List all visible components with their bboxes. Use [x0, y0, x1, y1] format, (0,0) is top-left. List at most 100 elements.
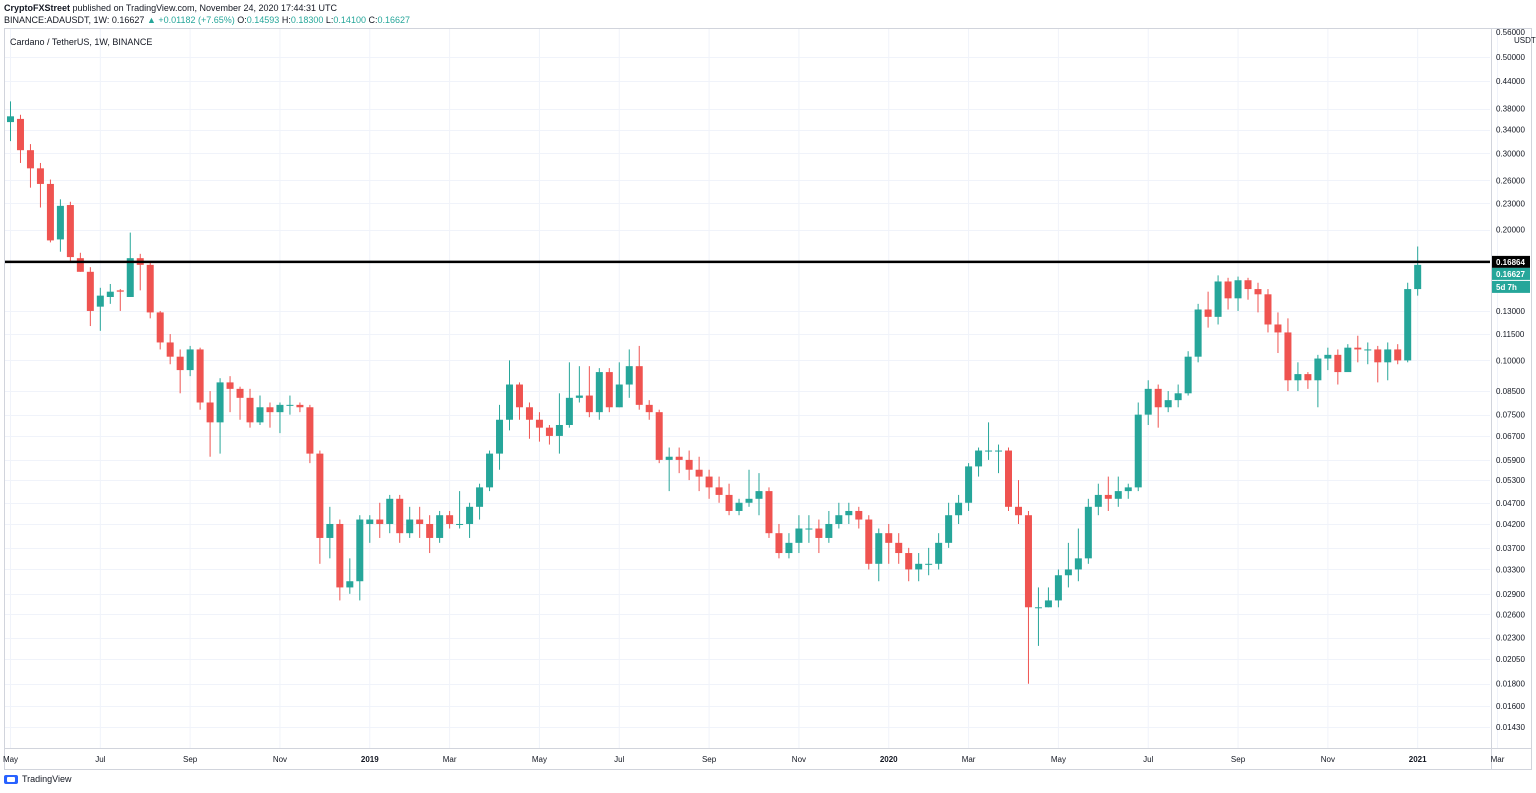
candle [1074, 528, 1082, 582]
candle-body [565, 397, 573, 425]
candle [336, 519, 344, 601]
y-tick-label: 0.06700 [1496, 432, 1525, 441]
candle [635, 345, 643, 410]
candle [855, 506, 863, 529]
candle-body [256, 407, 264, 423]
candle [1284, 318, 1292, 392]
y-tick-label: 0.07500 [1496, 411, 1525, 420]
candle-body [1034, 607, 1042, 609]
y-tick-label: 0.20000 [1496, 226, 1525, 235]
candle-body [1254, 289, 1262, 295]
candle-body [236, 388, 244, 398]
candle-body [296, 404, 304, 408]
y-tick-label: 0.03700 [1496, 544, 1525, 553]
high-label: H: [281, 15, 291, 25]
candle-body [486, 453, 494, 488]
candle-body [1084, 506, 1092, 559]
y-tick-label: 0.03300 [1496, 565, 1525, 574]
x-tick-label: Mar [962, 755, 976, 764]
candle [1114, 476, 1122, 507]
candle-body [146, 264, 154, 313]
candle [396, 494, 404, 543]
candle-body [1005, 450, 1012, 507]
candle-body [266, 407, 274, 413]
low-value: 0.14100 [333, 15, 366, 25]
candle-body [935, 542, 943, 564]
candle [1214, 275, 1222, 325]
candle [645, 400, 653, 420]
close-value: 0.16627 [377, 15, 411, 25]
candle-body [1274, 324, 1282, 333]
x-tick-label: Sep [1231, 755, 1246, 764]
candle [406, 506, 414, 538]
candle [26, 144, 34, 188]
candle [436, 510, 444, 543]
candle-body [456, 523, 464, 525]
candle [1054, 569, 1062, 608]
candle [7, 101, 14, 142]
candle [1005, 447, 1012, 511]
candle [446, 510, 454, 529]
candle-body [176, 356, 184, 371]
candle [1184, 351, 1192, 396]
candle-body [845, 510, 853, 516]
published-header: CryptoFXStreet published on TradingView.… [4, 3, 337, 13]
x-tick-label: Mar [443, 755, 457, 764]
candle [1064, 542, 1072, 588]
candle [605, 368, 613, 413]
candle [46, 179, 54, 243]
y-tick-label: 0.01430 [1496, 723, 1525, 732]
candle [16, 114, 24, 163]
candle [925, 547, 933, 576]
price-badge-level: 0.16864 [1492, 255, 1530, 268]
candle-body [1134, 414, 1142, 488]
x-tick-label: May [3, 755, 18, 764]
candle-body [356, 519, 364, 582]
y-tick-label: 0.02600 [1496, 610, 1525, 619]
candle [226, 376, 234, 413]
x-tick-label: Jul [614, 755, 624, 764]
candle-body [695, 469, 703, 477]
candle-body [276, 404, 284, 413]
candle-body [166, 342, 174, 357]
open-value: 0.14593 [246, 15, 280, 25]
candle-body [815, 528, 823, 538]
candle [456, 491, 464, 529]
candle [1164, 391, 1172, 413]
y-tick-label: 0.23000 [1496, 199, 1525, 208]
candle [56, 199, 64, 252]
candle-body [575, 395, 583, 398]
y-tick-label: 0.01800 [1496, 680, 1525, 689]
x-tick-label: 2021 [1409, 755, 1427, 764]
candle [595, 368, 603, 420]
y-tick-label: 0.26000 [1496, 176, 1525, 185]
candle-body [665, 456, 673, 460]
candle-body [126, 258, 134, 297]
last-price: 0.16627 [111, 15, 145, 25]
candle [805, 515, 813, 543]
candle [506, 360, 513, 431]
candle-body [705, 476, 713, 488]
candle [585, 366, 593, 418]
candle [356, 515, 364, 601]
x-tick-label: 2020 [880, 755, 898, 764]
candle-body [306, 407, 314, 454]
candle [1084, 498, 1092, 564]
candle-body [476, 487, 484, 507]
candle-body [685, 459, 693, 470]
tradingview-footer[interactable]: TradingView [4, 774, 72, 784]
candle [476, 483, 484, 520]
candle [895, 533, 903, 564]
candle-body [885, 533, 893, 543]
candle [1334, 349, 1342, 385]
published-text: published on TradingView.com, November 2… [72, 3, 338, 13]
candle [116, 289, 124, 311]
author-name[interactable]: CryptoFXStreet [4, 3, 71, 13]
candle-body [1094, 494, 1102, 507]
candle-body [755, 491, 763, 499]
candle-body [1164, 400, 1172, 408]
candle [735, 498, 743, 516]
y-tick-label: 0.44000 [1496, 77, 1525, 86]
candle-body [186, 349, 194, 371]
